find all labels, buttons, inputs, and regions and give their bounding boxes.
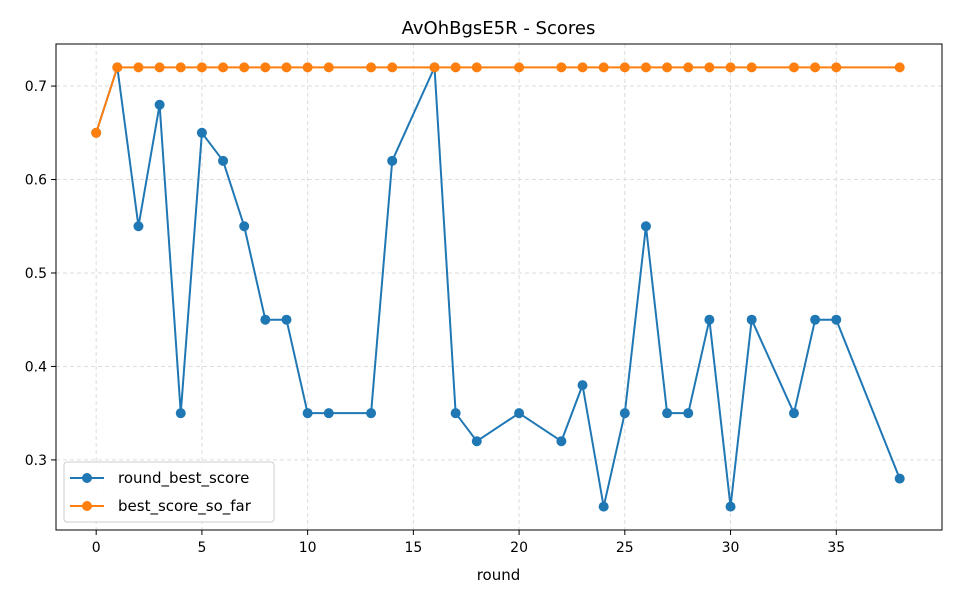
data-point-best-score-so-far [577,62,588,73]
x-tick-label: 20 [510,540,528,556]
data-point-best-score-so-far [260,62,271,73]
data-point-round-best-score [260,314,271,325]
data-point-round-best-score [704,314,715,325]
data-point-round-best-score [196,127,207,138]
data-point-best-score-so-far [471,62,482,73]
legend-marker-best-score-so-far [82,501,92,511]
x-tick-label: 5 [197,540,206,556]
data-point-round-best-score [577,380,588,391]
data-point-round-best-score [239,221,250,232]
series-line-round-best-score [95,66,901,508]
data-point-round-best-score [640,221,651,232]
legend-marker-round-best-score [82,473,92,483]
x-tick-label: 0 [92,540,101,556]
data-point-round-best-score [725,501,736,512]
plot-area-frame [55,43,943,531]
legend: round_best_score best_score_so_far [63,461,275,523]
data-point-round-best-score [366,408,377,419]
data-point-round-best-score [831,314,842,325]
data-point-round-best-score [598,501,609,512]
data-point-round-best-score [810,314,821,325]
grid [56,44,942,530]
axes: 0 5 10 15 20 25 30 35 0.3 0.4 0.5 0.6 0.7 [25,79,845,556]
data-point-round-best-score [323,408,334,419]
data-point-round-best-score [387,155,398,166]
data-point-round-best-score [302,408,313,419]
data-point-best-score-so-far [746,62,757,73]
data-point-best-score-so-far [894,62,905,73]
data-point-best-score-so-far [91,127,102,138]
data-point-best-score-so-far [302,62,313,73]
data-point-best-score-so-far [598,62,609,73]
data-point-best-score-so-far [112,62,123,73]
data-point-best-score-so-far [514,62,525,73]
data-point-best-score-so-far [704,62,715,73]
chart-title: AvOhBgsE5R - Scores [402,18,596,39]
data-point-best-score-so-far [640,62,651,73]
y-tick-label: 0.6 [25,173,47,189]
data-point-round-best-score [154,99,165,110]
data-point-round-best-score [514,408,525,419]
data-point-round-best-score [788,408,799,419]
y-tick-label: 0.3 [25,453,47,469]
data-point-round-best-score [471,436,482,447]
data-point-best-score-so-far [175,62,186,73]
data-point-round-best-score [175,408,186,419]
data-point-best-score-so-far [662,62,673,73]
data-point-best-score-so-far [218,62,229,73]
y-tick-label: 0.5 [25,266,47,282]
data-point-round-best-score [662,408,673,419]
data-point-best-score-so-far [556,62,567,73]
data-point-round-best-score [894,473,905,484]
data-point-best-score-so-far [196,62,207,73]
data-point-best-score-so-far [281,62,292,73]
y-tick-label: 0.7 [25,79,47,95]
data-point-round-best-score [218,155,229,166]
x-axis-title: round [477,566,521,584]
data-point-round-best-score [133,221,144,232]
series-best-score-so-far [91,62,905,138]
data-point-best-score-so-far [619,62,630,73]
data-point-best-score-so-far [429,62,440,73]
data-point-round-best-score [450,408,461,419]
data-point-best-score-so-far [810,62,821,73]
x-tick-label: 10 [299,540,317,556]
data-point-best-score-so-far [831,62,842,73]
data-point-best-score-so-far [450,62,461,73]
data-point-round-best-score [556,436,567,447]
data-point-best-score-so-far [366,62,377,73]
data-point-round-best-score [683,408,694,419]
data-point-best-score-so-far [788,62,799,73]
x-tick-label: 35 [827,540,845,556]
y-tick-label: 0.4 [25,359,47,375]
data-point-best-score-so-far [683,62,694,73]
legend-label-best-score-so-far: best_score_so_far [118,497,252,516]
data-point-round-best-score [746,314,757,325]
legend-box [63,461,275,523]
data-point-best-score-so-far [133,62,144,73]
x-tick-label: 15 [404,540,422,556]
data-point-best-score-so-far [154,62,165,73]
data-point-round-best-score [281,314,292,325]
data-point-best-score-so-far [725,62,736,73]
data-point-best-score-so-far [323,62,334,73]
legend-label-round-best-score: round_best_score [118,469,249,488]
x-tick-label: 30 [722,540,740,556]
series-layer [91,62,905,512]
data-point-best-score-so-far [239,62,250,73]
x-tick-label: 25 [616,540,634,556]
data-point-round-best-score [619,408,630,419]
data-point-best-score-so-far [387,62,398,73]
